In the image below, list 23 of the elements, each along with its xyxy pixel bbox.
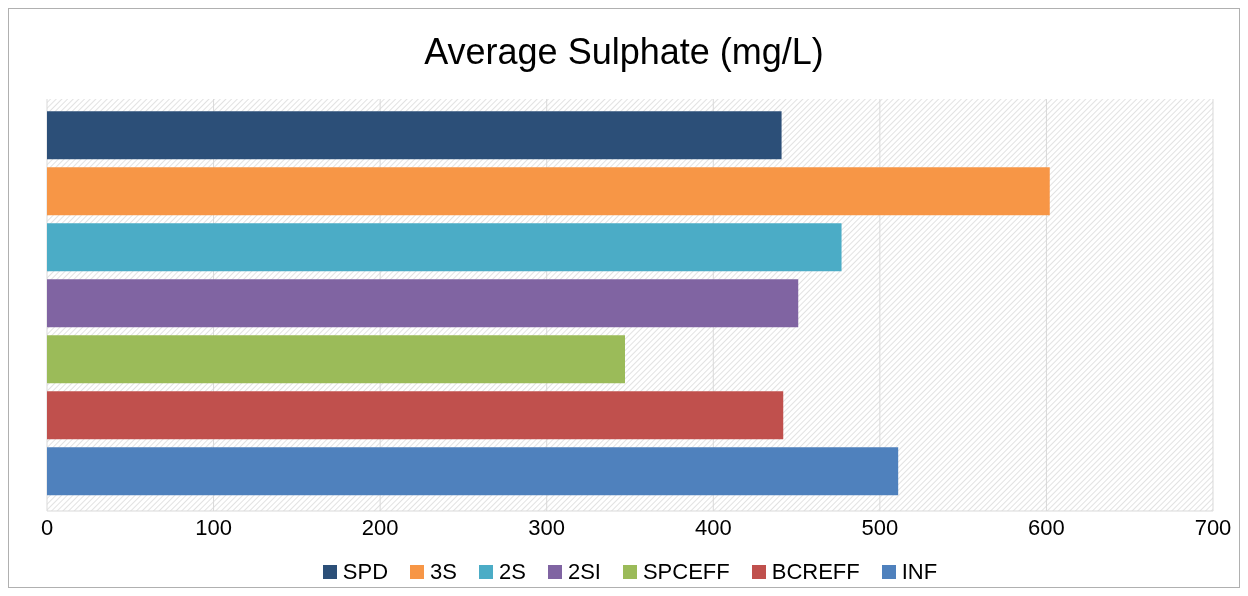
bar — [47, 223, 842, 272]
legend-label: 2S — [498, 559, 526, 585]
x-tick-label: 300 — [528, 514, 566, 540]
x-tick-label: 700 — [1194, 514, 1232, 540]
legend-label: BCREFF — [771, 559, 860, 585]
legend-label: 3S — [430, 559, 457, 585]
bar — [47, 335, 625, 384]
bar — [47, 391, 784, 440]
chart-title: Average Sulphate (mg/L) — [423, 30, 825, 74]
x-tick-label: 400 — [694, 514, 732, 540]
x-tick-label: 200 — [361, 514, 399, 540]
bar — [47, 279, 799, 328]
x-tick-label: 100 — [195, 514, 232, 540]
bar — [47, 111, 782, 160]
bar — [47, 167, 1050, 216]
x-tick-label: 500 — [861, 514, 899, 540]
x-tick-label: 0 — [40, 514, 54, 540]
legend-label: INF — [901, 559, 938, 585]
x-tick-label: 600 — [1028, 514, 1065, 540]
legend-label: SPCEFF — [642, 559, 730, 585]
legend-label: 2SI — [567, 559, 601, 585]
legend-label: SPD — [342, 559, 389, 585]
bar — [47, 447, 899, 496]
